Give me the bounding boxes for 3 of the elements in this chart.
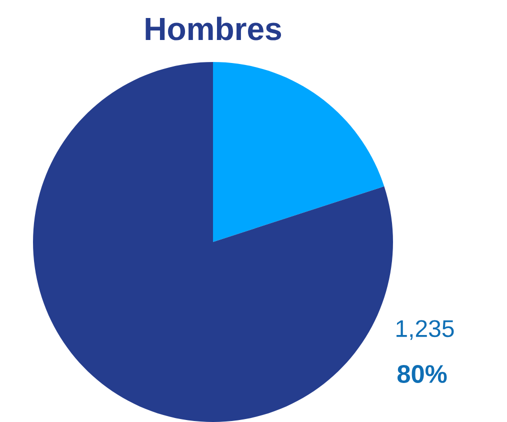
text: 1,235 [396, 320, 454, 340]
chart-title: Hombres [146, 16, 282, 40]
data-label: 80% [398, 365, 447, 383]
